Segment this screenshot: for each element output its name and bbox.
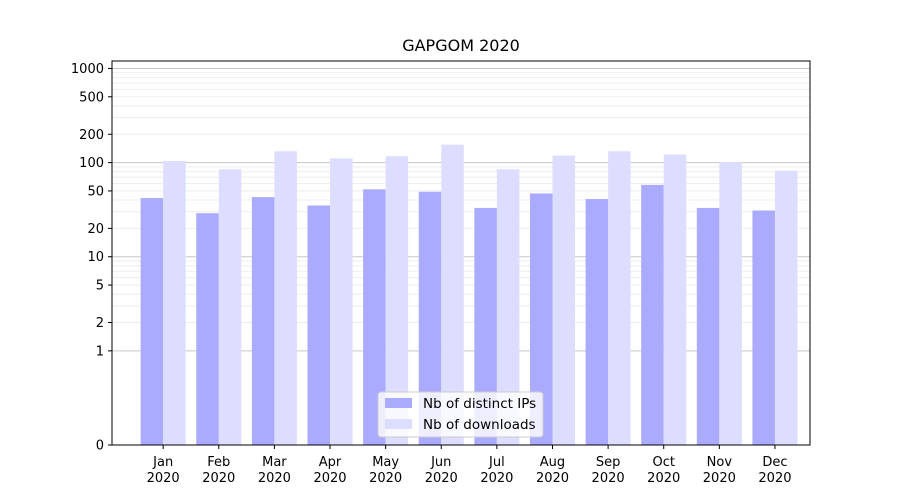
x-tick-label-year: 2020 — [703, 471, 736, 486]
x-tick-label-year: 2020 — [592, 471, 625, 486]
legend-swatch-downloads — [385, 419, 412, 429]
x-tick-label-year: 2020 — [369, 471, 402, 486]
bar-downloads-oct — [663, 154, 687, 446]
bar-distinct-ips-sep — [585, 199, 609, 445]
legend-label-distinct-ips: Nb of distinct IPs — [423, 396, 536, 412]
bars — [140, 144, 798, 446]
x-tick-label-year: 2020 — [313, 471, 346, 486]
y-tick-label: 50 — [87, 184, 104, 199]
y-tick-label: 0 — [96, 439, 104, 454]
bar-distinct-ips-feb — [196, 213, 219, 445]
plot-frame — [111, 60, 811, 446]
bar-downloads-aug — [552, 155, 576, 446]
bar-downloads-jan — [163, 160, 186, 445]
bar-downloads-dec — [774, 170, 798, 445]
bar-distinct-ips-oct — [641, 184, 664, 445]
x-tick-label-month: May — [372, 455, 399, 470]
y-tick-label: 2 — [96, 316, 104, 331]
bar-distinct-ips-mar — [251, 197, 275, 445]
y-tick-label: 10 — [87, 250, 104, 265]
bar-downloads-jun — [441, 144, 464, 445]
x-tick-label-year: 2020 — [536, 471, 569, 486]
x-tick-label-month: Apr — [319, 455, 342, 470]
bar-distinct-ips-jan — [140, 198, 164, 445]
legend-label-downloads: Nb of downloads — [423, 417, 536, 433]
bar-downloads-feb — [218, 169, 242, 445]
y-tick-label: 100 — [79, 156, 104, 171]
bar-downloads-jul — [496, 169, 520, 445]
x-tick-label-month: Jan — [152, 455, 173, 470]
bar-distinct-ips-apr — [307, 205, 331, 445]
axes: 01251020501002005001000Jan2020Feb2020Mar… — [71, 60, 811, 486]
bar-downloads-sep — [608, 151, 631, 445]
x-tick-label-year: 2020 — [647, 471, 680, 486]
x-tick-label-year: 2020 — [758, 471, 791, 486]
x-tick-label-month: Dec — [762, 455, 787, 470]
legend-swatch-distinct-ips — [385, 398, 412, 408]
bar-distinct-ips-dec — [752, 210, 775, 445]
y-tick-label: 500 — [79, 90, 104, 105]
legend-box — [377, 391, 544, 438]
bar-distinct-ips-jul — [474, 207, 497, 445]
x-tick-label-year: 2020 — [258, 471, 291, 486]
bar-downloads-may — [385, 156, 409, 445]
y-tick-label: 5 — [96, 279, 104, 294]
x-tick-label-year: 2020 — [480, 471, 513, 486]
bar-distinct-ips-nov — [696, 207, 720, 445]
bar-downloads-nov — [719, 162, 742, 445]
x-tick-label-month: Aug — [540, 455, 565, 470]
x-tick-label-month: Sep — [596, 455, 621, 470]
y-tick-label: 20 — [87, 222, 104, 237]
legend: Nb of distinct IPs Nb of downloads — [377, 391, 544, 438]
x-tick-label-month: Jul — [488, 455, 505, 470]
bar-downloads-apr — [330, 158, 353, 445]
x-tick-label-month: Mar — [262, 455, 287, 470]
chart-title: GAPGOM 2020 — [402, 36, 520, 55]
bar-distinct-ips-jun — [418, 191, 442, 445]
x-tick-label-month: Nov — [707, 455, 733, 470]
bar-downloads-mar — [274, 151, 297, 445]
x-tick-label-month: Jun — [430, 455, 451, 470]
y-tick-label: 1000 — [71, 62, 104, 77]
bar-distinct-ips-aug — [529, 193, 553, 445]
x-tick-label-year: 2020 — [425, 471, 458, 486]
x-tick-label-month: Oct — [652, 455, 674, 470]
x-tick-label-year: 2020 — [202, 471, 235, 486]
x-tick-label-month: Feb — [207, 455, 230, 470]
bar-distinct-ips-may — [363, 189, 386, 445]
y-tick-label: 200 — [79, 128, 104, 143]
y-tick-label: 1 — [96, 344, 104, 359]
x-tick-label-year: 2020 — [147, 471, 180, 486]
